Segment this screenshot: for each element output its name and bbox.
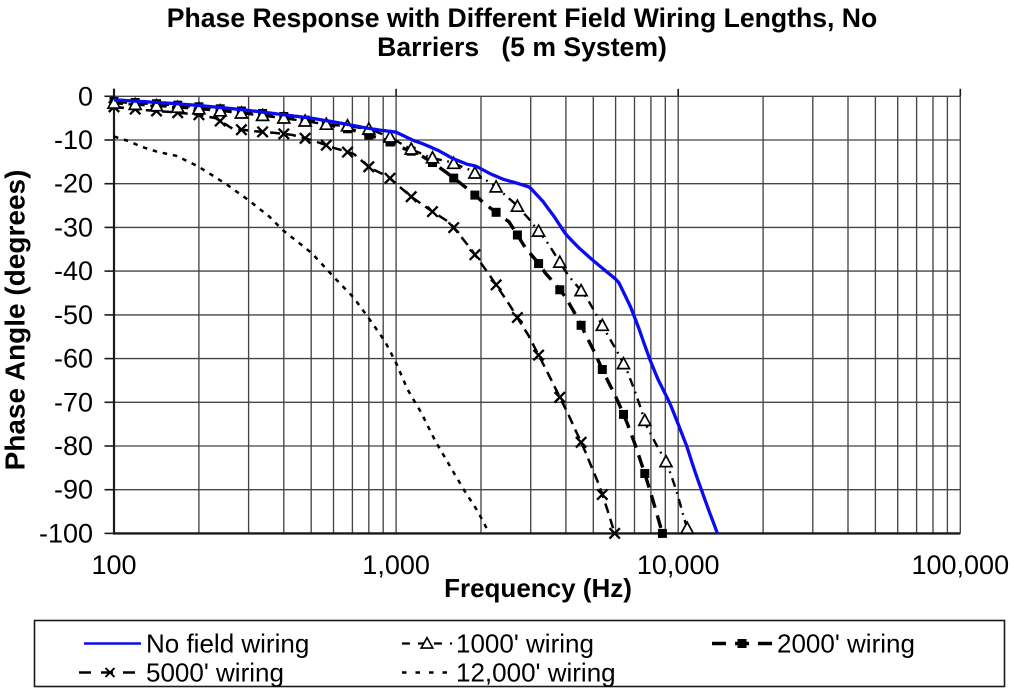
svg-text:100,000: 100,000	[911, 550, 1009, 580]
svg-text:-70: -70	[54, 387, 93, 417]
svg-text:-60: -60	[54, 344, 93, 374]
svg-text:-80: -80	[54, 431, 93, 461]
svg-text:-10: -10	[54, 125, 93, 155]
svg-text:-50: -50	[54, 300, 93, 330]
svg-text:12,000' wiring: 12,000' wiring	[456, 658, 616, 688]
svg-text:Phase Response with Different: Phase Response with Different Field Wiri…	[167, 3, 877, 33]
svg-text:-20: -20	[54, 169, 93, 199]
svg-text:5000' wiring: 5000' wiring	[146, 658, 284, 688]
svg-text:10,000: 10,000	[637, 550, 720, 580]
svg-text:Barriers (5 m System): Barriers (5 m System)	[377, 32, 667, 62]
svg-text:1,000: 1,000	[362, 550, 430, 580]
svg-text:-100: -100	[39, 518, 93, 548]
svg-text:-90: -90	[54, 475, 93, 505]
svg-text:No field wiring: No field wiring	[146, 629, 309, 659]
svg-text:2000' wiring: 2000' wiring	[777, 629, 915, 659]
svg-text:1000' wiring: 1000' wiring	[456, 629, 594, 659]
svg-text:100: 100	[91, 550, 136, 580]
svg-text:-40: -40	[54, 256, 93, 286]
svg-text:Phase Angle (degrees): Phase Angle (degrees)	[0, 170, 31, 471]
svg-text:0: 0	[78, 81, 93, 111]
svg-text:-30: -30	[54, 212, 93, 242]
svg-text:Frequency (Hz): Frequency (Hz)	[444, 573, 632, 603]
